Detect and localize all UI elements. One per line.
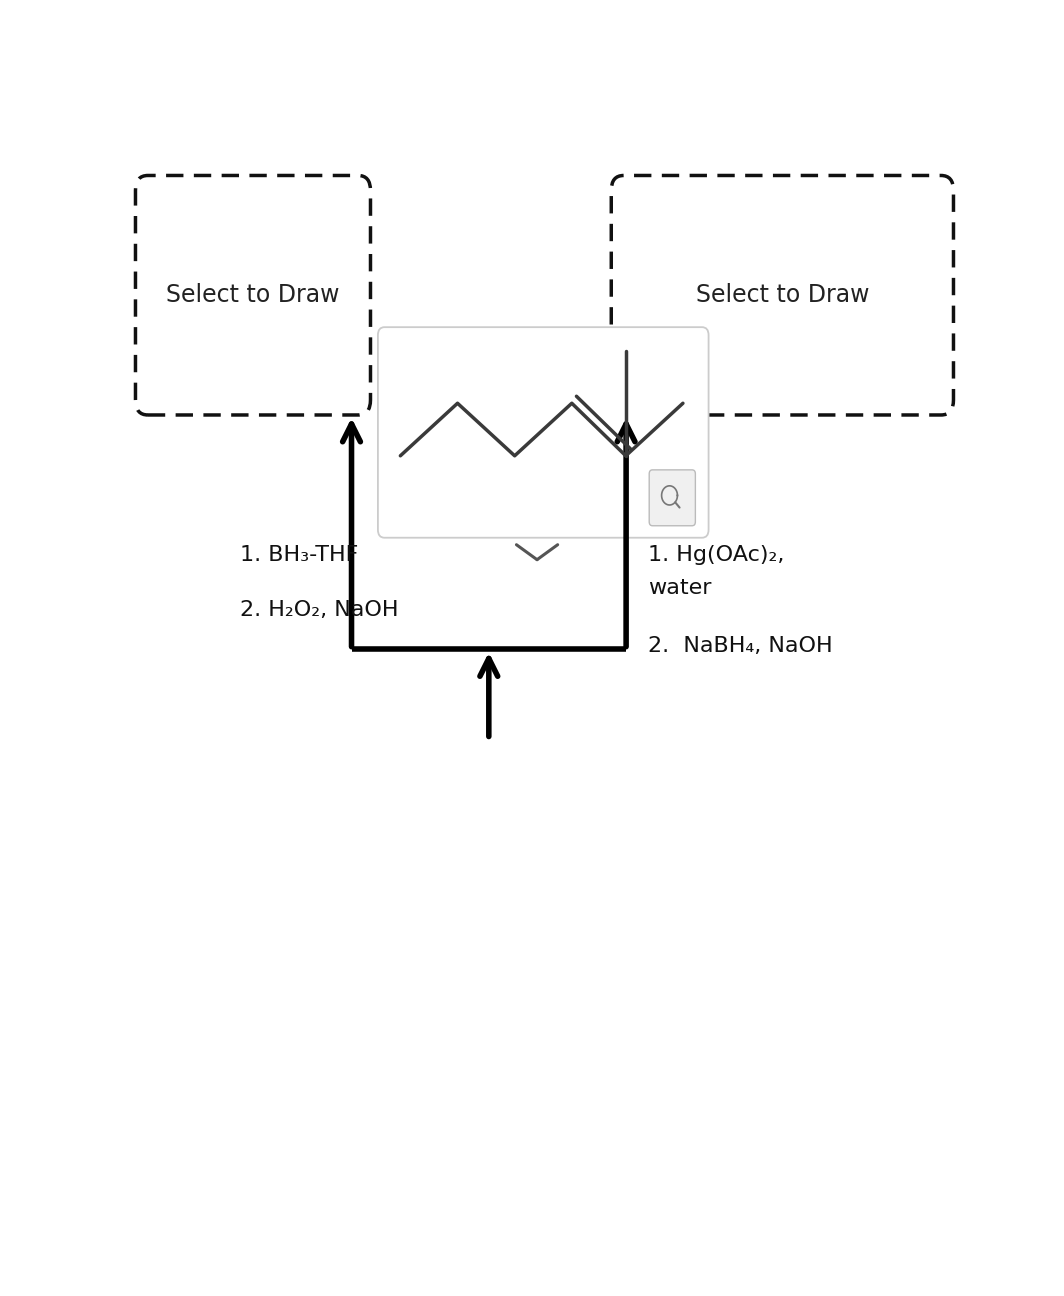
Text: Select to Draw: Select to Draw [166,284,339,307]
Text: 2. H₂O₂, NaOH: 2. H₂O₂, NaOH [240,600,399,619]
Text: water: water [648,578,712,597]
Text: 1. Hg(OAc)₂,: 1. Hg(OAc)₂, [648,544,785,565]
FancyBboxPatch shape [649,470,696,526]
FancyBboxPatch shape [378,327,709,538]
Text: 1. BH₃-THF: 1. BH₃-THF [240,544,359,565]
FancyBboxPatch shape [135,175,370,415]
Text: Select to Draw: Select to Draw [696,284,869,307]
FancyBboxPatch shape [611,175,953,415]
Text: 2.  NaBH₄, NaOH: 2. NaBH₄, NaOH [648,636,833,657]
